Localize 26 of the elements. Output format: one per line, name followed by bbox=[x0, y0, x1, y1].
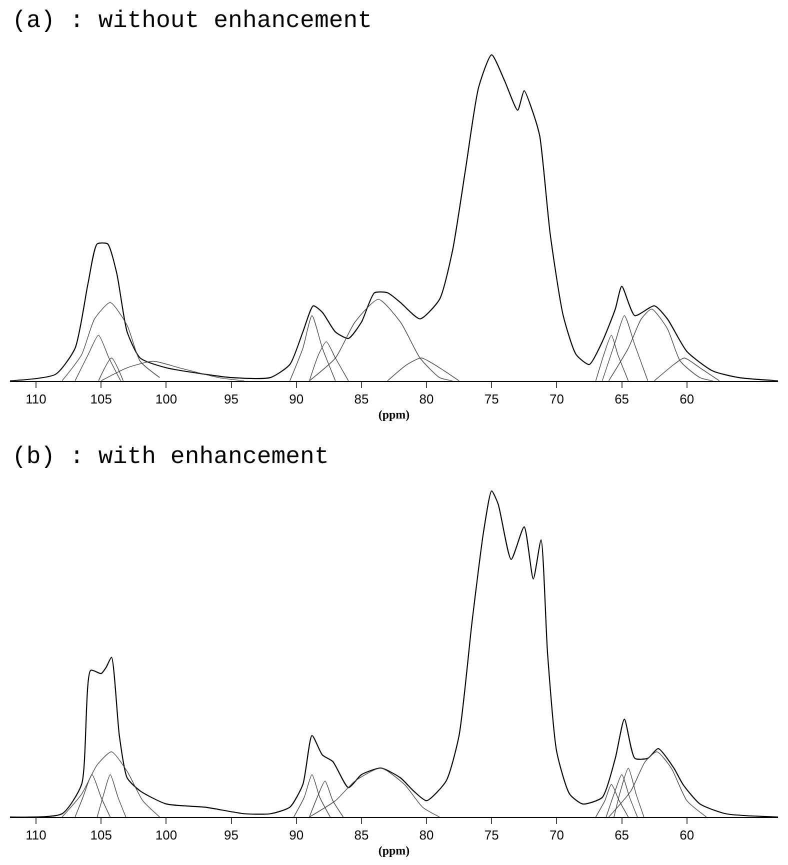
x-axis-title: (ppm) bbox=[378, 407, 410, 422]
x-tick-label: 85 bbox=[354, 391, 369, 406]
chart-title: (b) : with enhancement bbox=[12, 444, 329, 471]
x-tick-label: 105 bbox=[90, 391, 112, 406]
x-tick-label: 90 bbox=[289, 828, 304, 843]
x-tick-label: 105 bbox=[90, 828, 112, 843]
x-tick-label: 65 bbox=[614, 828, 630, 843]
x-tick-label: 60 bbox=[680, 391, 694, 406]
x-tick-label: 80 bbox=[419, 828, 434, 843]
x-tick-label: 85 bbox=[354, 828, 369, 843]
x-tick-label: 95 bbox=[224, 828, 239, 843]
chart-title: (a) : without enhancement bbox=[12, 8, 372, 35]
x-tick-label: 75 bbox=[484, 391, 499, 406]
x-tick-label: 75 bbox=[484, 828, 499, 843]
x-tick-label: 95 bbox=[224, 391, 239, 406]
x-tick-label: 65 bbox=[614, 391, 630, 406]
x-tick-label: 100 bbox=[155, 391, 178, 406]
x-axis-title: (ppm) bbox=[378, 844, 410, 858]
x-tick-label: 70 bbox=[549, 391, 564, 406]
x-tick-label: 110 bbox=[26, 391, 46, 406]
x-tick-label: 100 bbox=[155, 828, 178, 843]
x-tick-label: 60 bbox=[680, 828, 694, 843]
x-tick-label: 80 bbox=[419, 391, 434, 406]
x-tick-label: 90 bbox=[289, 391, 304, 406]
x-tick-label: 70 bbox=[549, 828, 564, 843]
x-tick-label: 110 bbox=[26, 828, 46, 843]
